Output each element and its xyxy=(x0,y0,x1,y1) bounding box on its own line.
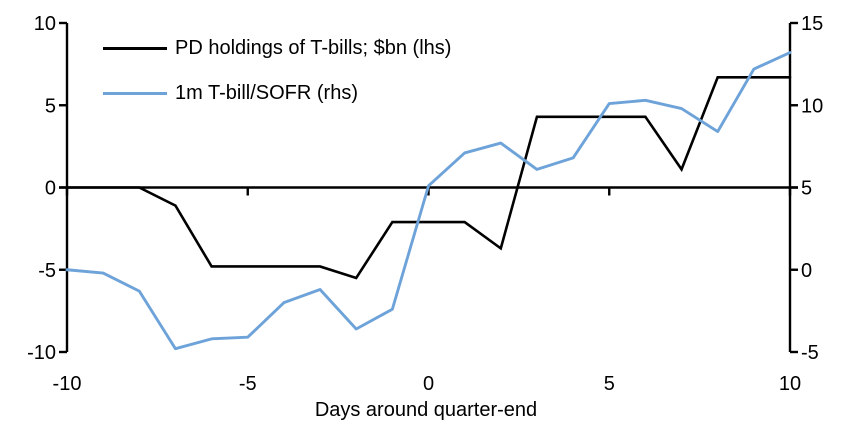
legend-label-pd-holdings: PD holdings of T-bills; $bn (lhs) xyxy=(175,37,452,59)
x-axis-tick-label: -5 xyxy=(239,373,257,395)
right-axis-tick-label: -5 xyxy=(801,342,819,364)
legend-item-pd-holdings: PD holdings of T-bills; $bn (lhs) xyxy=(103,26,451,71)
x-axis-tick-label: -10 xyxy=(53,373,82,395)
x-axis-tick-label: 5 xyxy=(604,373,615,395)
legend-line-sample-blue xyxy=(103,92,167,95)
right-axis-tick-label: 10 xyxy=(801,95,823,117)
left-axis-tick-label: 0 xyxy=(45,178,56,200)
left-axis-tick-label: -10 xyxy=(27,342,56,364)
legend: PD holdings of T-bills; $bn (lhs) 1m T-b… xyxy=(103,26,451,116)
x-axis-title: Days around quarter-end xyxy=(314,399,538,421)
legend-line-sample-black xyxy=(103,47,167,50)
right-axis-tick-label: 15 xyxy=(801,13,823,35)
right-axis-tick-label: 0 xyxy=(801,260,812,282)
series-line-tbill-sofr xyxy=(65,51,792,351)
x-axis-tick-label: 10 xyxy=(779,373,801,395)
legend-label-tbill-sofr: 1m T-bill/SOFR (rhs) xyxy=(175,82,358,104)
x-axis-tick-label: 0 xyxy=(423,373,434,395)
right-axis-tick-label: 5 xyxy=(801,178,812,200)
left-axis-tick-label: -5 xyxy=(38,260,56,282)
left-axis-tick-label: 10 xyxy=(34,13,56,35)
legend-item-tbill-sofr: 1m T-bill/SOFR (rhs) xyxy=(103,71,451,116)
left-axis-tick-label: 5 xyxy=(45,95,56,117)
series-line-pd-holdings xyxy=(65,75,792,280)
